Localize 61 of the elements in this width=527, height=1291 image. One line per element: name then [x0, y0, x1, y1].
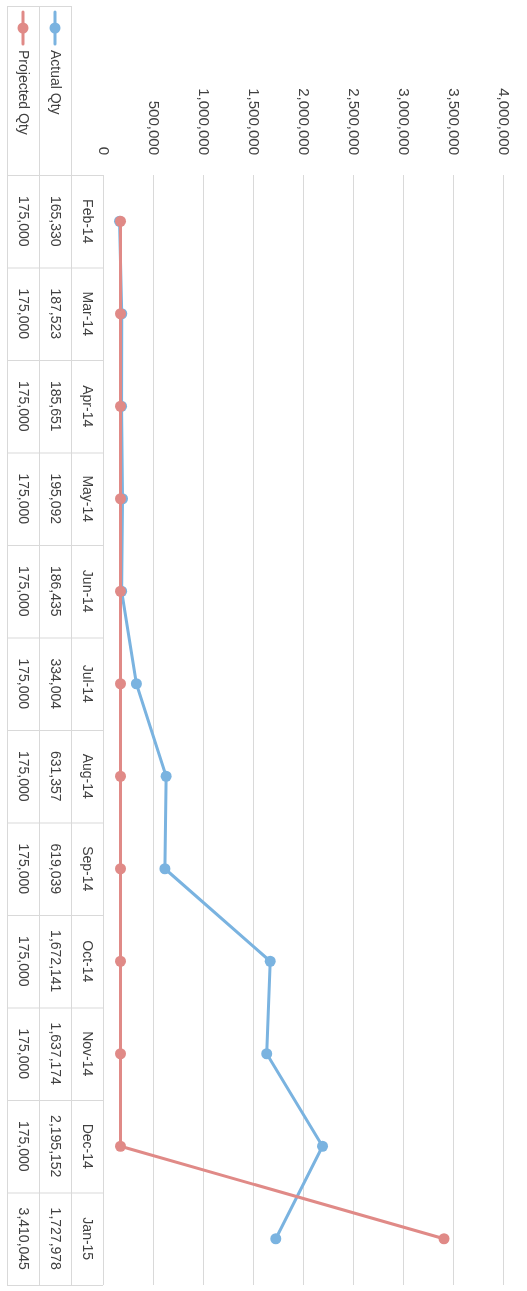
x-tick-label: 2,000,000 [295, 88, 313, 155]
point [115, 1048, 126, 1060]
point [115, 770, 126, 782]
x-tick-label: 1,000,000 [195, 88, 213, 155]
legend-label: Projected Qty [16, 50, 33, 135]
y-tick-label: Feb-14 [80, 199, 97, 244]
point [261, 1048, 273, 1060]
y-tick-label: Apr-14 [80, 385, 97, 428]
y-tick-label: Nov-14 [80, 1031, 97, 1077]
data-label: 175,000 [16, 1028, 33, 1080]
data-label: 186,435 [48, 565, 65, 617]
data-label: 175,000 [16, 565, 33, 617]
x-tick-label: 1,500,000 [245, 88, 263, 155]
data-label: 175,000 [16, 380, 33, 432]
x-tick-label: 2,500,000 [345, 88, 363, 155]
data-label: 334,004 [48, 658, 65, 710]
point [115, 678, 126, 690]
data-label: 175,000 [16, 288, 33, 340]
data-label: 631,357 [48, 750, 65, 802]
data-label: 165,330 [48, 195, 65, 247]
y-tick-label: May-14 [80, 475, 97, 523]
x-tick-label: 4,000,000 [495, 88, 513, 155]
data-label: 2,195,152 [48, 1115, 65, 1178]
y-tick-label: Dec-14 [80, 1123, 97, 1170]
data-label: 619,039 [48, 843, 65, 895]
data-label: 175,000 [16, 1120, 33, 1172]
data-label: 175,000 [16, 658, 33, 710]
point [115, 1140, 126, 1152]
y-tick-label: Sep-14 [80, 846, 97, 892]
y-tick-label: Aug-14 [80, 753, 97, 800]
point [160, 770, 172, 782]
x-tick-label: 500,000 [145, 100, 163, 155]
legend-label: Actual Qty [48, 50, 65, 115]
y-tick-label: Oct-14 [80, 940, 97, 983]
point [115, 863, 126, 875]
point [438, 1233, 450, 1245]
data-label: 175,000 [16, 843, 33, 895]
point [317, 1140, 329, 1152]
point [264, 955, 276, 967]
x-tick-label: 3,500,000 [445, 88, 463, 155]
point [115, 955, 126, 967]
data-label: 175,000 [16, 750, 33, 802]
data-label: 175,000 [16, 935, 33, 987]
y-tick-label: Jun-14 [80, 569, 97, 613]
y-tick-label: Jul-14 [80, 664, 97, 704]
data-label: 195,092 [48, 473, 65, 525]
point [130, 678, 142, 690]
data-label: 185,651 [48, 380, 65, 432]
x-tick-label: 0 [95, 146, 113, 155]
data-label: 175,000 [16, 473, 33, 525]
y-tick-label: Jan-15 [80, 1217, 97, 1261]
y-tick-label: Mar-14 [80, 291, 97, 337]
data-label: 1,672,141 [48, 930, 65, 993]
point [159, 863, 171, 875]
x-tick-label: 3,000,000 [395, 88, 413, 155]
data-label: 1,637,174 [48, 1022, 65, 1086]
point [270, 1233, 282, 1245]
data-label: 175,000 [16, 195, 33, 247]
data-label: 1,727,978 [48, 1207, 65, 1271]
data-label: 3,410,045 [16, 1207, 33, 1271]
data-label: 187,523 [48, 288, 65, 340]
